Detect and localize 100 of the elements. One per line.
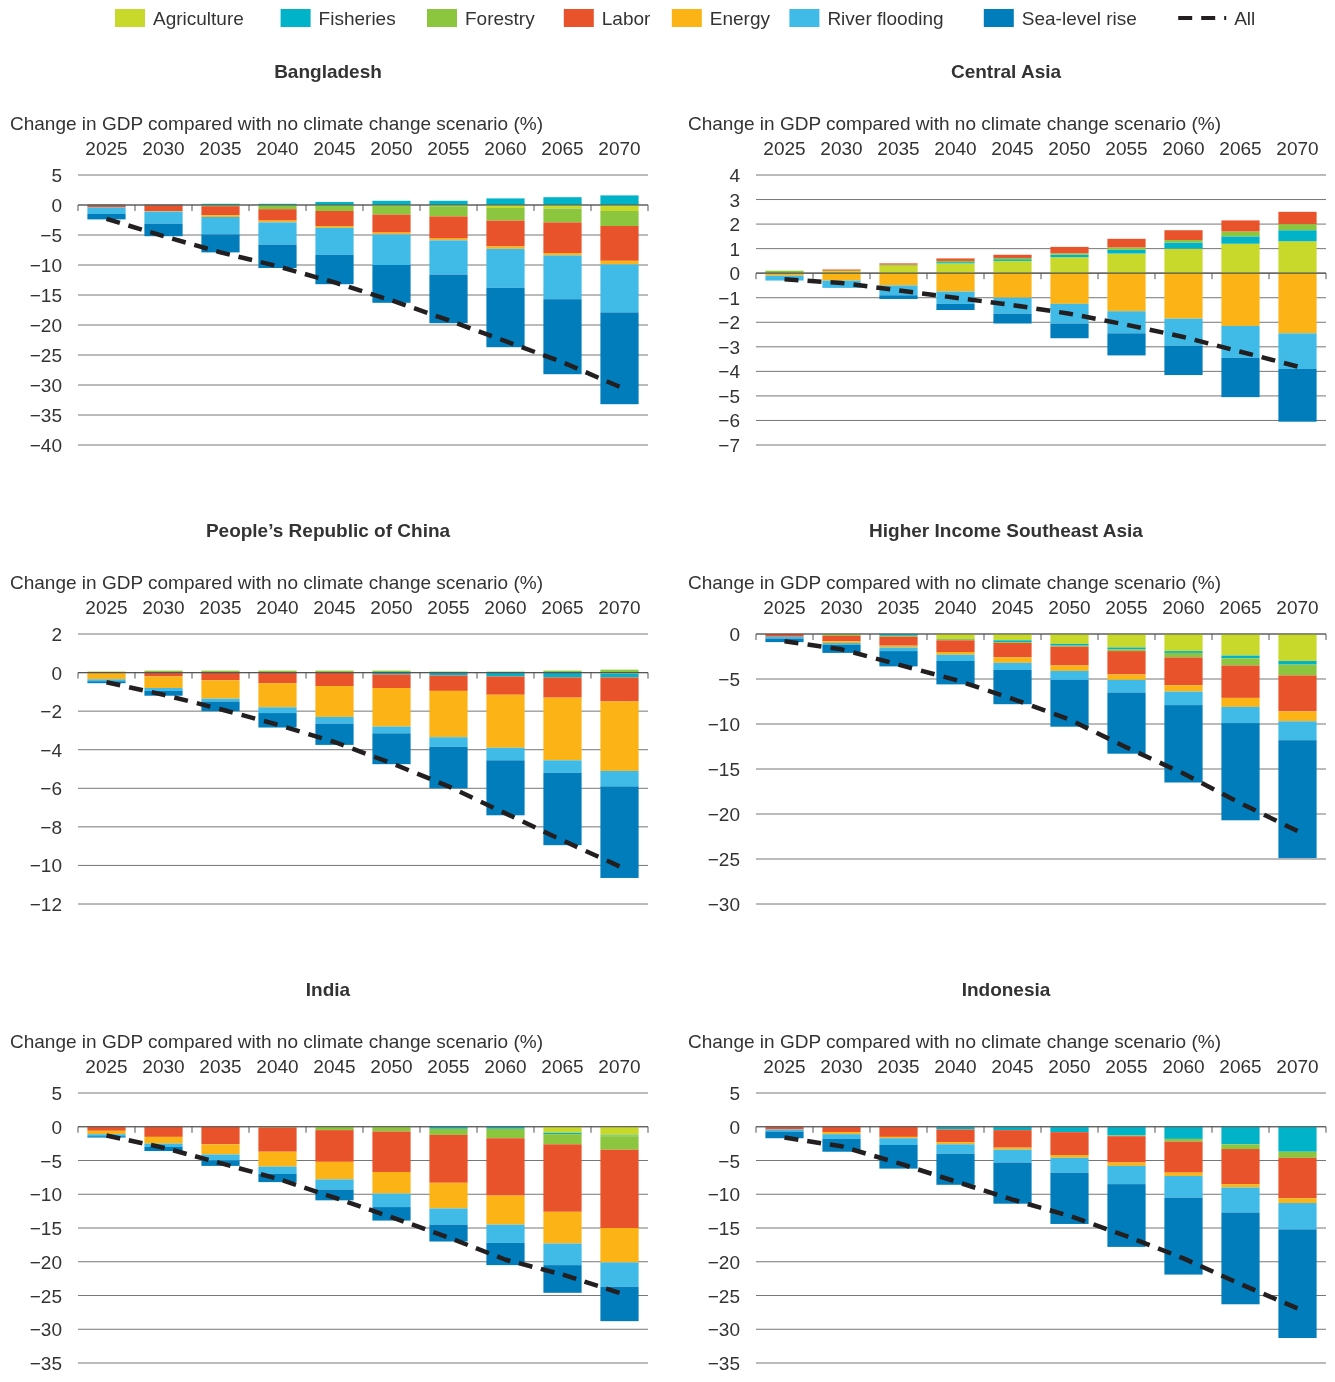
- x-tick-label: 2030: [820, 1056, 863, 1077]
- x-tick-label: 2050: [1048, 597, 1091, 618]
- y-tick-label: 0: [51, 662, 62, 684]
- x-tick-label: 2070: [1276, 597, 1319, 618]
- x-tick-label: 2025: [85, 597, 128, 618]
- chart-title: People’s Republic of China: [205, 520, 451, 541]
- y-tick-label: −25: [29, 1285, 62, 1307]
- x-tick-label: 2025: [85, 1056, 128, 1077]
- x-tick-label: 2055: [1105, 1056, 1148, 1077]
- x-tick-label: 2025: [763, 138, 806, 159]
- x-tick-label: 2035: [877, 1056, 920, 1077]
- x-tick-label: 2035: [877, 597, 920, 618]
- y-tick-label: −10: [29, 255, 62, 276]
- x-tick-label: 2060: [1162, 138, 1205, 159]
- x-tick-label: 2055: [427, 597, 470, 618]
- y-tick-label: −5: [718, 385, 740, 407]
- x-tick-label: 2040: [256, 138, 299, 159]
- x-tick-label: 2060: [484, 597, 527, 618]
- y-tick-label: −5: [718, 1150, 740, 1172]
- y-axis-title: Change in GDP compared with no climate change scenario (%): [688, 572, 1221, 593]
- chart-title: Higher Income Southeast Asia: [869, 520, 1144, 541]
- legend-label: All: [1234, 8, 1256, 29]
- y-tick-label: 0: [51, 1116, 62, 1138]
- legend-label: Agriculture: [153, 8, 244, 29]
- y-tick-label: −10: [29, 855, 62, 877]
- x-tick-label: 2045: [313, 138, 356, 159]
- x-tick-label: 2030: [142, 1056, 185, 1077]
- y-tick-label: −15: [707, 1218, 740, 1239]
- x-tick-label: 2045: [991, 1056, 1034, 1077]
- x-tick-label: 2035: [199, 597, 242, 618]
- y-tick-label: 0: [51, 195, 62, 216]
- y-tick-label: −2: [718, 312, 740, 334]
- chart-title: India: [305, 979, 351, 1000]
- legend-label: Sea-level rise: [1021, 8, 1137, 29]
- x-tick-label: 2045: [313, 597, 356, 618]
- y-tick-label: −35: [707, 1353, 740, 1374]
- x-tick-label: 2030: [820, 597, 863, 618]
- x-tick-label: 2035: [877, 138, 920, 159]
- x-tick-label: 2040: [934, 1056, 977, 1077]
- y-tick-label: −5: [40, 225, 62, 246]
- y-tick-label: −15: [707, 759, 740, 780]
- x-tick-label: 2055: [1105, 138, 1148, 159]
- y-tick-label: −30: [707, 1319, 740, 1341]
- y-axis-title: Change in GDP compared with no climate change scenario (%): [10, 113, 543, 134]
- y-tick-label: −20: [707, 804, 740, 825]
- x-tick-label: 2065: [1219, 138, 1262, 159]
- y-tick-label: −30: [29, 375, 62, 396]
- x-tick-label: 2060: [484, 1056, 527, 1077]
- y-axis-title: Change in GDP compared with no climate change scenario (%): [688, 1031, 1221, 1052]
- x-tick-label: 2070: [598, 1056, 641, 1077]
- x-tick-label: 2040: [934, 597, 977, 618]
- x-tick-label: 2065: [1219, 597, 1262, 618]
- x-tick-label: 2030: [142, 138, 185, 159]
- x-tick-label: 2030: [142, 597, 185, 618]
- x-tick-label: 2070: [598, 597, 641, 618]
- x-tick-label: 2040: [256, 597, 299, 618]
- y-tick-label: −30: [707, 894, 740, 915]
- y-axis-title: Change in GDP compared with no climate change scenario (%): [688, 113, 1221, 134]
- y-tick-label: −8: [40, 816, 62, 838]
- y-tick-label: −15: [29, 285, 62, 306]
- x-tick-label: 2025: [763, 597, 806, 618]
- x-tick-label: 2055: [427, 138, 470, 159]
- x-tick-label: 2055: [1105, 597, 1148, 618]
- y-tick-label: 2: [729, 214, 740, 236]
- y-tick-label: 3: [729, 189, 740, 211]
- x-tick-label: 2050: [370, 1056, 413, 1077]
- y-tick-label: −3: [718, 336, 740, 358]
- y-tick-label: 0: [729, 263, 740, 285]
- y-tick-label: 5: [51, 165, 62, 186]
- y-tick-label: 5: [729, 1083, 740, 1104]
- x-tick-label: 2055: [427, 1056, 470, 1077]
- legend-label: Energy: [709, 8, 771, 29]
- legend-label: Forestry: [465, 8, 536, 29]
- y-tick-label: −10: [707, 1184, 740, 1206]
- y-tick-label: −7: [718, 435, 740, 456]
- x-tick-label: 2035: [199, 1056, 242, 1077]
- y-tick-label: −4: [718, 361, 741, 383]
- y-tick-label: 0: [729, 1116, 740, 1138]
- y-tick-label: −25: [707, 1285, 740, 1307]
- x-tick-label: 2050: [1048, 1056, 1091, 1077]
- y-tick-label: 2: [51, 624, 62, 645]
- x-tick-label: 2040: [256, 1056, 299, 1077]
- y-tick-label: −6: [718, 410, 740, 432]
- x-tick-label: 2050: [1048, 138, 1091, 159]
- x-tick-label: 2045: [991, 597, 1034, 618]
- y-tick-label: −4: [40, 739, 63, 761]
- x-tick-label: 2065: [541, 1056, 584, 1077]
- x-tick-label: 2070: [1276, 1056, 1319, 1077]
- x-tick-label: 2060: [1162, 1056, 1205, 1077]
- y-tick-label: −12: [29, 894, 62, 915]
- x-tick-label: 2070: [1276, 138, 1319, 159]
- y-tick-label: −6: [40, 778, 62, 800]
- legend-label: Labor: [601, 8, 652, 29]
- x-tick-label: 2025: [763, 1056, 806, 1077]
- y-tick-label: 1: [729, 238, 740, 260]
- y-tick-label: −35: [29, 405, 62, 426]
- x-tick-label: 2050: [370, 597, 413, 618]
- y-tick-label: −5: [40, 1150, 62, 1172]
- x-tick-label: 2050: [370, 138, 413, 159]
- x-tick-label: 2070: [598, 138, 641, 159]
